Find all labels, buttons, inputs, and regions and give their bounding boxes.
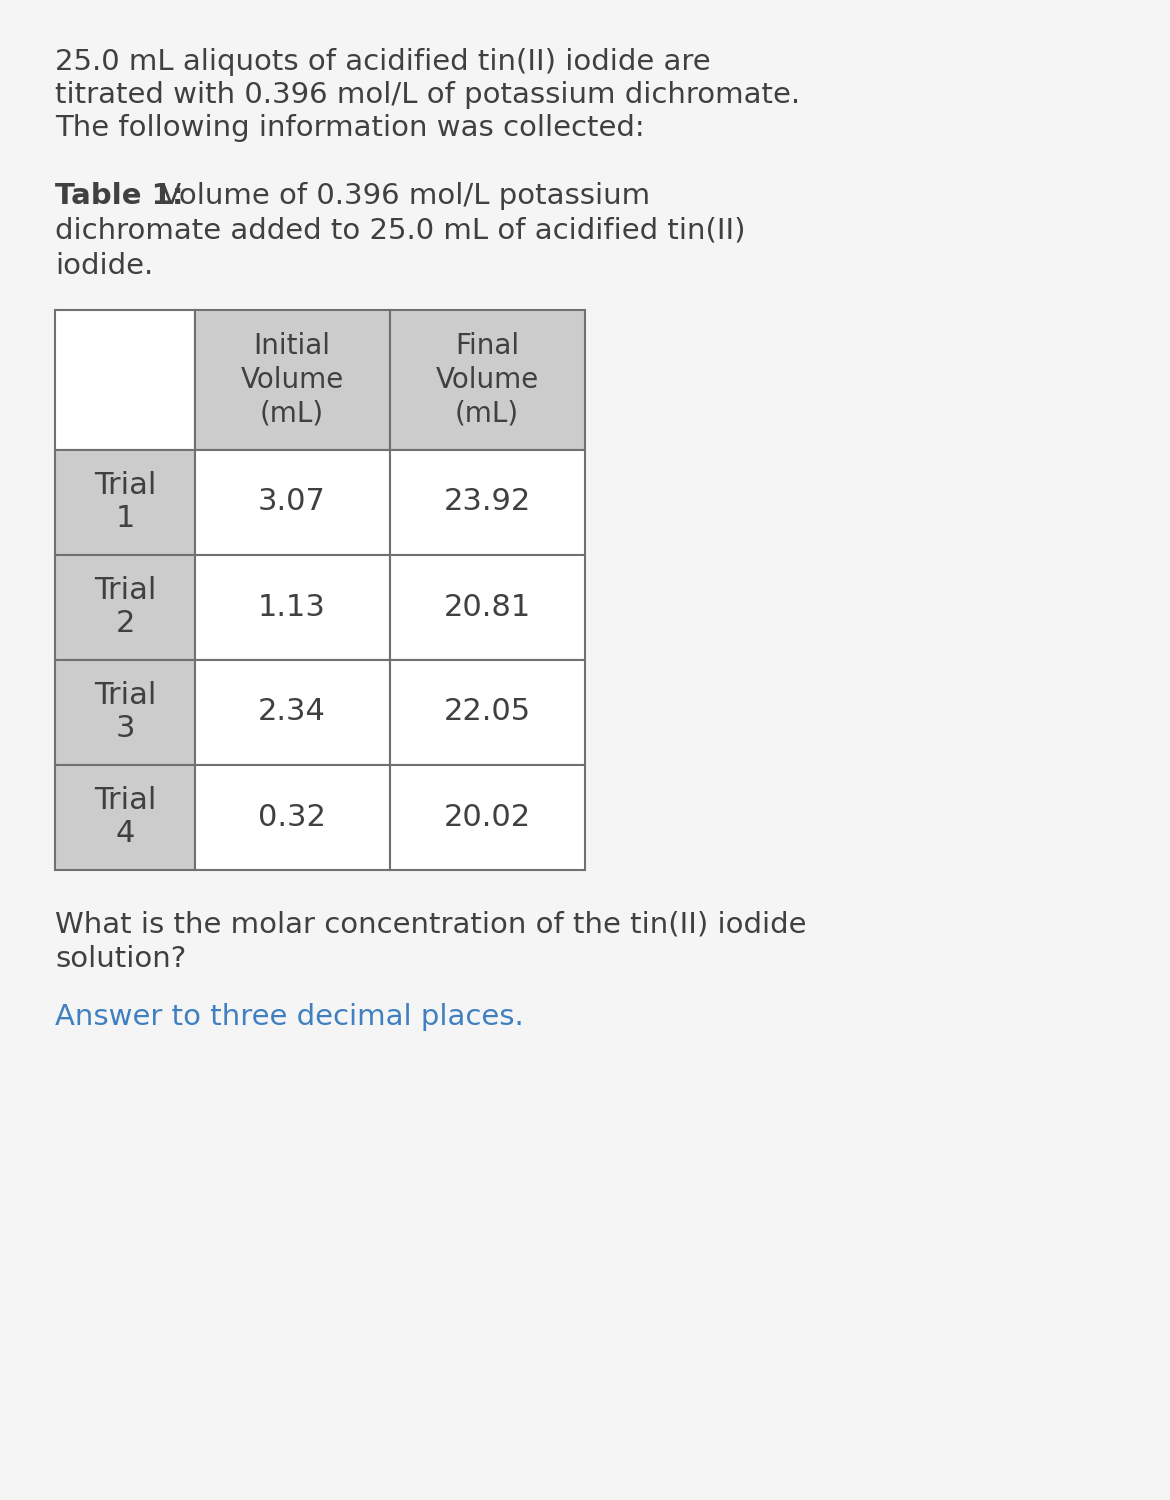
Bar [390, 310, 585, 450]
Text: What is the molar concentration of the tin(II) iodide: What is the molar concentration of the t… [55, 910, 806, 938]
Text: 22.05: 22.05 [443, 698, 530, 726]
Text: 0.32: 0.32 [259, 802, 326, 831]
Bar [390, 765, 585, 870]
Text: titrated with 0.396 mol/L of potassium dichromate.: titrated with 0.396 mol/L of potassium d… [55, 81, 800, 110]
Text: Trial
3: Trial 3 [94, 681, 156, 744]
Bar [55, 310, 195, 450]
Text: Trial
1: Trial 1 [94, 471, 156, 534]
Text: 25.0 mL aliquots of acidified tin(II) iodide are: 25.0 mL aliquots of acidified tin(II) io… [55, 48, 710, 76]
Text: 3.07: 3.07 [259, 488, 326, 516]
Text: iodide.: iodide. [55, 252, 153, 280]
Bar [195, 555, 390, 660]
Text: Trial
4: Trial 4 [94, 786, 156, 849]
Bar [195, 660, 390, 765]
Text: 2.34: 2.34 [259, 698, 326, 726]
Bar [195, 310, 390, 450]
Bar [390, 660, 585, 765]
Text: dichromate added to 25.0 mL of acidified tin(II): dichromate added to 25.0 mL of acidified… [55, 217, 745, 244]
Bar [55, 660, 195, 765]
Bar [390, 555, 585, 660]
Text: solution?: solution? [55, 945, 186, 974]
Text: Trial
2: Trial 2 [94, 576, 156, 639]
Bar [55, 450, 195, 555]
Text: 20.02: 20.02 [443, 802, 530, 831]
Text: Answer to three decimal places.: Answer to three decimal places. [55, 1004, 524, 1031]
Bar [195, 765, 390, 870]
Bar [55, 555, 195, 660]
Text: Final
Volume
(mL): Final Volume (mL) [435, 333, 538, 427]
Bar [195, 450, 390, 555]
Text: Initial
Volume
(mL): Initial Volume (mL) [240, 333, 344, 427]
Text: The following information was collected:: The following information was collected: [55, 114, 645, 142]
Text: Table 1:: Table 1: [55, 182, 184, 210]
Text: 23.92: 23.92 [443, 488, 531, 516]
Text: 20.81: 20.81 [443, 592, 531, 621]
Text: 1.13: 1.13 [259, 592, 326, 621]
Text: Volume of 0.396 mol/L potassium: Volume of 0.396 mol/L potassium [152, 182, 651, 210]
Bar [55, 765, 195, 870]
Bar [390, 450, 585, 555]
